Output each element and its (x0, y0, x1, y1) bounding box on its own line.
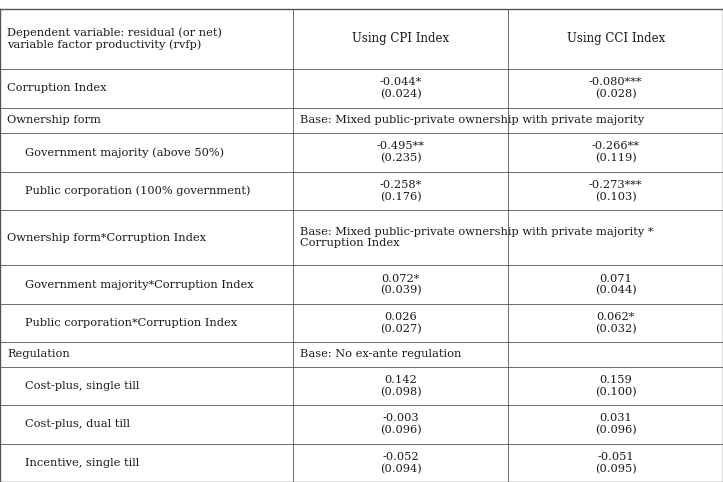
Text: Cost-plus, dual till: Cost-plus, dual till (25, 419, 130, 429)
Text: Cost-plus, single till: Cost-plus, single till (25, 381, 140, 391)
Text: 0.071
(0.044): 0.071 (0.044) (595, 274, 636, 295)
Text: Base: Mixed public-private ownership with private majority: Base: Mixed public-private ownership wit… (300, 115, 644, 125)
Text: Ownership form: Ownership form (7, 115, 101, 125)
Text: -0.495**
(0.235): -0.495** (0.235) (377, 141, 424, 163)
Text: -0.273***
(0.103): -0.273*** (0.103) (589, 180, 642, 202)
Text: 0.072*
(0.039): 0.072* (0.039) (380, 274, 422, 295)
Text: -0.258*
(0.176): -0.258* (0.176) (380, 180, 422, 202)
Text: Dependent variable: residual (or net)
variable factor productivity (rvfp): Dependent variable: residual (or net) va… (7, 27, 222, 50)
Text: 0.159
(0.100): 0.159 (0.100) (595, 375, 636, 397)
Text: 0.026
(0.027): 0.026 (0.027) (380, 312, 422, 334)
Text: Base: No ex-ante regulation: Base: No ex-ante regulation (300, 349, 461, 360)
Text: Government majority*Corruption Index: Government majority*Corruption Index (25, 280, 254, 290)
Text: -0.051
(0.095): -0.051 (0.095) (595, 452, 636, 474)
Text: -0.266**
(0.119): -0.266** (0.119) (591, 141, 640, 163)
Text: Base: Mixed public-private ownership with private majority *
Corruption Index: Base: Mixed public-private ownership wit… (300, 227, 654, 248)
Text: -0.044*
(0.024): -0.044* (0.024) (380, 77, 422, 99)
Text: Corruption Index: Corruption Index (7, 83, 107, 94)
Text: Regulation: Regulation (7, 349, 70, 360)
Text: Incentive, single till: Incentive, single till (25, 458, 140, 468)
Text: Using CPI Index: Using CPI Index (352, 32, 449, 45)
Text: Ownership form*Corruption Index: Ownership form*Corruption Index (7, 233, 206, 242)
Text: 0.031
(0.096): 0.031 (0.096) (595, 414, 636, 435)
Text: Government majority (above 50%): Government majority (above 50%) (25, 147, 224, 158)
Text: Using CCI Index: Using CCI Index (567, 32, 664, 45)
Text: -0.080***
(0.028): -0.080*** (0.028) (589, 77, 642, 99)
Text: -0.003
(0.096): -0.003 (0.096) (380, 414, 422, 435)
Text: -0.052
(0.094): -0.052 (0.094) (380, 452, 422, 474)
Text: 0.062*
(0.032): 0.062* (0.032) (595, 312, 636, 334)
Text: Public corporation (100% government): Public corporation (100% government) (25, 186, 251, 196)
Text: 0.142
(0.098): 0.142 (0.098) (380, 375, 422, 397)
Text: Public corporation*Corruption Index: Public corporation*Corruption Index (25, 318, 237, 328)
